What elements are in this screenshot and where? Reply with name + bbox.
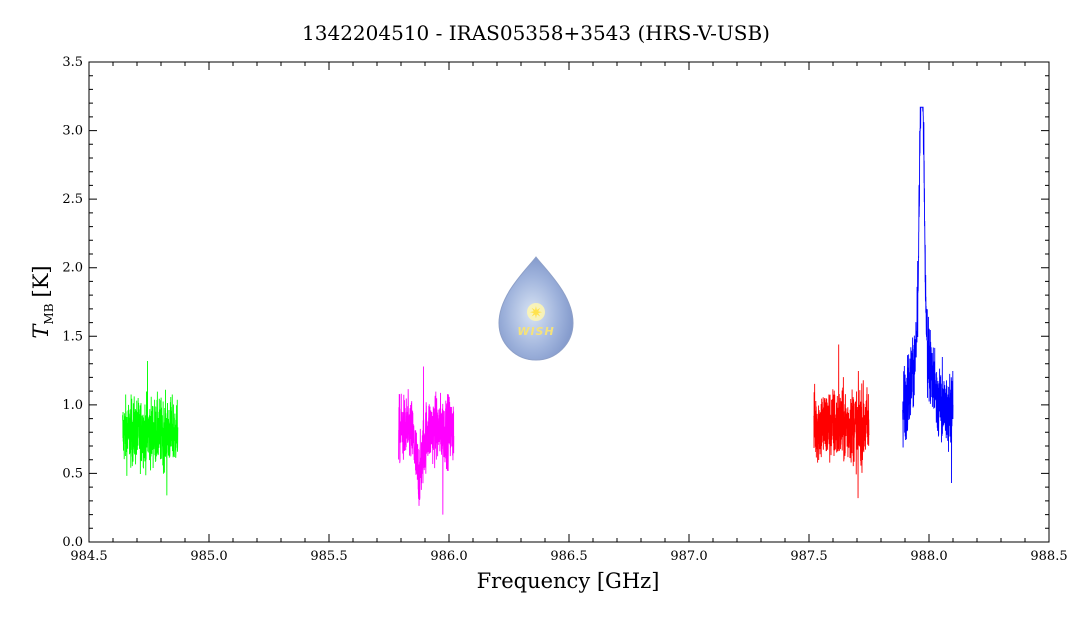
x-tick-label: 987.0 bbox=[670, 549, 707, 564]
x-tick-label: 984.5 bbox=[70, 549, 107, 564]
y-tick-label: 0.5 bbox=[62, 466, 83, 481]
spectrum-series bbox=[122, 106, 954, 515]
svg-text:TMB[K]: TMB [K] bbox=[29, 265, 56, 338]
spectrum-line-3 bbox=[813, 344, 870, 499]
wish-logo: ✷ WISH bbox=[498, 256, 574, 361]
x-tick-label: 985.0 bbox=[190, 549, 227, 564]
chart-title: 1342204510 - IRAS05358+3543 (HRS-V-USB) bbox=[302, 21, 770, 45]
x-tick-label: 985.5 bbox=[310, 549, 347, 564]
y-tick-label: 1.0 bbox=[62, 398, 83, 413]
spectrum-line-2 bbox=[398, 366, 455, 515]
x-tick-label: 988.5 bbox=[1030, 549, 1067, 564]
star-icon: ✷ bbox=[529, 303, 542, 322]
y-tick-label: 2.0 bbox=[62, 261, 83, 276]
spectrum-line-4 bbox=[902, 106, 954, 484]
y-tick-label: 0.0 bbox=[62, 535, 83, 550]
y-tick-labels: 0.0 0.5 1.0 1.5 2.0 2.5 3.0 3.5 bbox=[62, 55, 83, 550]
y-tick-label: 2.5 bbox=[62, 192, 83, 207]
x-tick-label: 986.5 bbox=[550, 549, 587, 564]
x-tick-label: 987.5 bbox=[790, 549, 827, 564]
x-axis-label: Frequency [GHz] bbox=[477, 569, 660, 593]
y-tick-label: 3.5 bbox=[62, 55, 83, 70]
axis-ticks bbox=[88, 61, 1050, 543]
watermark-text: WISH bbox=[517, 325, 554, 338]
x-tick-label: 986.0 bbox=[430, 549, 467, 564]
plot-frame bbox=[88, 61, 1050, 543]
y-axis-label-symbol: T bbox=[29, 323, 53, 339]
spectrum-line-1 bbox=[122, 360, 179, 496]
x-tick-label: 988.0 bbox=[910, 549, 947, 564]
y-axis-label-unit: [K] bbox=[29, 265, 53, 297]
y-tick-label: 1.5 bbox=[62, 329, 83, 344]
tick-marks bbox=[88, 61, 1050, 543]
y-axis-label-subscript: MB bbox=[42, 303, 56, 324]
x-tick-labels: 984.5 985.0 985.5 986.0 986.5 987.0 987.5 988.0… bbox=[70, 549, 1067, 564]
y-tick-label: 3.0 bbox=[62, 124, 83, 139]
y-axis-label: TMB [K] bbox=[29, 265, 56, 338]
